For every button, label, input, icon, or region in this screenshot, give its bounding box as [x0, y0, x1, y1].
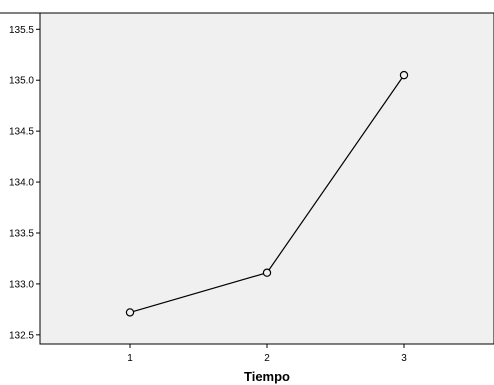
data-point-marker [399, 70, 409, 80]
y-axis: 132.5 133.0 133.5 134.0 134.5 135.0 135.5 [9, 25, 40, 341]
y-tick-label: 134.0 [9, 178, 34, 189]
plot-area [39, 12, 494, 345]
data-point-marker [125, 308, 135, 317]
y-tick-label: 133.5 [9, 228, 34, 239]
x-axis-title: Tiempo [244, 369, 290, 384]
x-axis: 1 2 3 [127, 344, 407, 364]
y-tick-label: 132.5 [9, 330, 34, 341]
series-layer [125, 70, 409, 317]
y-tick-label: 133.0 [9, 279, 34, 290]
x-tick-label: 3 [401, 353, 407, 364]
y-tick-label: 134.5 [9, 127, 34, 138]
x-tick-label: 1 [127, 353, 133, 364]
data-point-marker [262, 268, 272, 277]
y-tick-label: 135.0 [9, 76, 34, 87]
y-tick-label: 135.5 [9, 25, 34, 36]
x-tick-label: 2 [264, 353, 270, 364]
